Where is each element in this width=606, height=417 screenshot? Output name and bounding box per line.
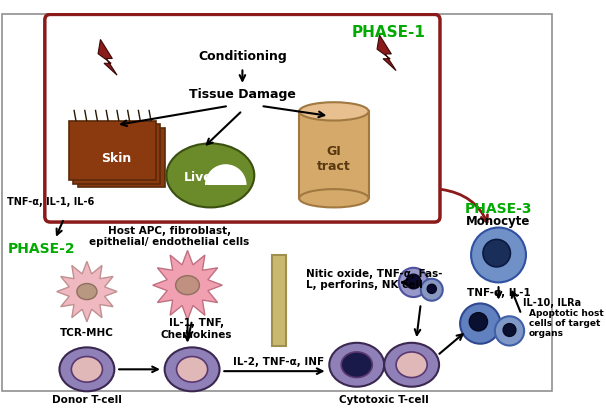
Ellipse shape — [329, 343, 384, 387]
FancyBboxPatch shape — [45, 15, 440, 222]
FancyBboxPatch shape — [73, 124, 160, 183]
Ellipse shape — [77, 284, 97, 300]
Polygon shape — [98, 40, 117, 75]
Text: TNF-α, IL-1: TNF-α, IL-1 — [467, 289, 530, 299]
Circle shape — [471, 228, 526, 282]
Text: Apoptotic host
cells of target
organs: Apoptotic host cells of target organs — [528, 309, 604, 339]
Polygon shape — [377, 35, 396, 70]
Text: IL-2, TNF-α, INF: IL-2, TNF-α, INF — [233, 357, 325, 367]
Circle shape — [495, 316, 524, 346]
Ellipse shape — [165, 347, 219, 391]
Text: TCR-MHC: TCR-MHC — [60, 328, 114, 338]
Ellipse shape — [299, 102, 368, 121]
Text: Conditioning: Conditioning — [198, 50, 287, 63]
Text: Host APC, fibroblast,
epithelial/ endothelial cells: Host APC, fibroblast, epithelial/ endoth… — [89, 226, 249, 248]
Bar — [271, 255, 286, 347]
Text: IL-1, TNF,
Chemokines: IL-1, TNF, Chemokines — [161, 318, 233, 340]
Ellipse shape — [176, 276, 199, 295]
Ellipse shape — [176, 357, 208, 382]
Wedge shape — [205, 164, 247, 185]
Circle shape — [399, 268, 428, 297]
Text: TNF-α, IL-1, IL-6: TNF-α, IL-1, IL-6 — [7, 197, 95, 207]
Text: PHASE-3: PHASE-3 — [465, 202, 532, 216]
Ellipse shape — [396, 352, 427, 377]
Ellipse shape — [299, 189, 368, 207]
Polygon shape — [57, 261, 117, 322]
Ellipse shape — [341, 352, 372, 377]
Text: Cytotoxic T-cell: Cytotoxic T-cell — [339, 395, 429, 405]
Text: Donor T-cell: Donor T-cell — [52, 395, 122, 405]
Ellipse shape — [72, 357, 102, 382]
Text: PHASE-1: PHASE-1 — [351, 25, 425, 40]
Text: Monocyte: Monocyte — [467, 215, 531, 228]
Bar — [299, 111, 368, 198]
Circle shape — [469, 313, 488, 331]
Text: PHASE-2: PHASE-2 — [7, 241, 75, 256]
Text: GI
tract: GI tract — [317, 145, 351, 173]
FancyBboxPatch shape — [68, 121, 156, 180]
FancyArrowPatch shape — [442, 189, 487, 222]
Text: Tissue Damage: Tissue Damage — [189, 88, 296, 101]
Ellipse shape — [167, 143, 255, 207]
FancyBboxPatch shape — [78, 128, 165, 187]
Circle shape — [427, 284, 436, 294]
Ellipse shape — [384, 343, 439, 387]
Circle shape — [503, 324, 516, 337]
Text: Skin: Skin — [101, 153, 132, 166]
Polygon shape — [153, 251, 222, 320]
Text: Nitic oxide, TNF-α, Fas-
L, perforins, NK cell: Nitic oxide, TNF-α, Fas- L, perforins, N… — [307, 269, 443, 291]
Text: Liver: Liver — [184, 171, 219, 184]
Circle shape — [406, 274, 421, 289]
Circle shape — [421, 279, 443, 301]
Text: IL-10, ILRa: IL-10, ILRa — [523, 299, 581, 309]
Circle shape — [483, 239, 510, 267]
Ellipse shape — [59, 347, 115, 391]
Circle shape — [460, 304, 501, 344]
